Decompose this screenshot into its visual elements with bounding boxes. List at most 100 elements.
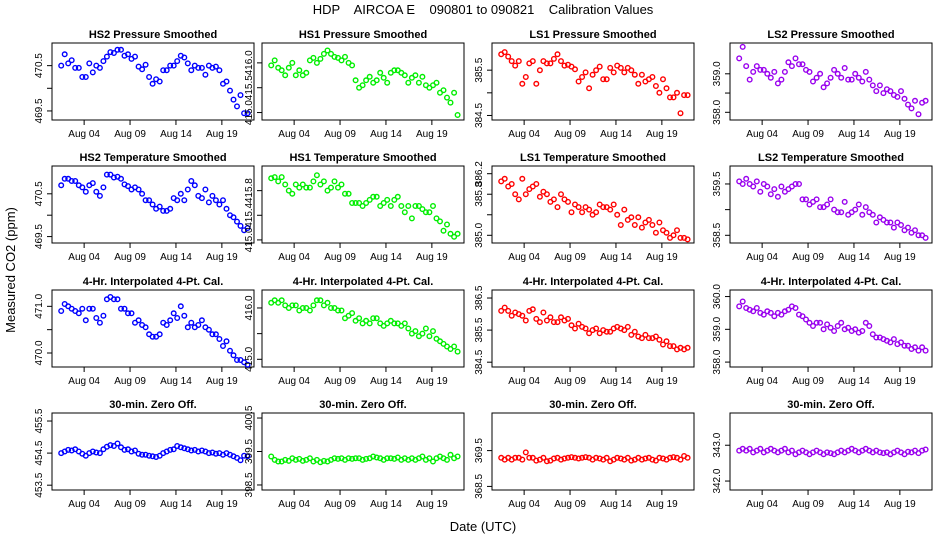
data-point — [642, 455, 649, 462]
y-tick-label: 386.5 — [474, 285, 485, 310]
data-point — [796, 61, 803, 68]
data-point — [419, 206, 426, 213]
data-point — [320, 50, 327, 57]
panel-title: 4-Hr. Interpolated 4-Pt. Cal. — [523, 276, 664, 288]
data-point — [96, 450, 103, 457]
data-point — [866, 323, 873, 330]
data-point — [554, 51, 561, 58]
data-point — [820, 84, 827, 91]
x-tick-label: Aug 19 — [206, 129, 238, 140]
data-point — [415, 202, 422, 209]
data-point — [331, 53, 338, 60]
data-point — [310, 302, 317, 309]
data-point — [603, 454, 610, 461]
data-point — [593, 454, 600, 461]
x-tick-label: Aug 04 — [746, 376, 778, 387]
panel-title: 30-min. Zero Off. — [549, 399, 636, 411]
data-point — [282, 72, 289, 79]
data-point — [223, 205, 230, 212]
data-point — [550, 55, 557, 62]
data-point — [876, 82, 883, 89]
data-point — [447, 451, 454, 458]
data-point — [887, 339, 894, 346]
data-point — [317, 55, 324, 62]
data-point — [771, 186, 778, 193]
data-point — [799, 61, 806, 68]
data-point — [195, 322, 202, 329]
data-point — [72, 177, 79, 184]
data-point — [117, 305, 124, 312]
data-point — [430, 328, 437, 335]
data-point — [617, 455, 624, 462]
data-point — [827, 74, 834, 81]
data-point — [86, 305, 93, 312]
data-point — [753, 305, 760, 312]
data-point — [306, 184, 313, 191]
data-point — [526, 454, 533, 461]
data-point — [912, 227, 919, 234]
data-point — [684, 92, 691, 99]
y-tick-label: 343.0 — [712, 432, 723, 457]
panel-p12: LS1 Temperature Smoothed Aug 04 Aug 09 Aug … — [474, 152, 695, 263]
data-point — [131, 53, 138, 60]
data-point — [79, 73, 86, 80]
data-point — [610, 201, 617, 208]
data-point — [451, 89, 458, 96]
data-point — [188, 177, 195, 184]
data-point — [767, 309, 774, 316]
data-point — [237, 92, 244, 99]
data-point — [275, 458, 282, 465]
data-point — [156, 78, 163, 85]
data-point — [575, 320, 582, 327]
plot-frame — [729, 165, 933, 244]
data-point — [743, 175, 750, 182]
data-point — [338, 307, 345, 314]
data-point — [550, 455, 557, 462]
y-tick-label: 453.5 — [34, 472, 45, 497]
data-point — [866, 76, 873, 83]
data-point — [391, 320, 398, 327]
panel-title: 30-min. Zero Off. — [109, 399, 196, 411]
y-tick-label: 415.5 — [244, 75, 255, 100]
plot-frame — [51, 165, 255, 244]
data-point — [880, 90, 887, 97]
data-point — [163, 67, 170, 74]
data-point — [922, 97, 929, 104]
data-point — [110, 174, 117, 181]
x-tick-label: Aug 04 — [508, 499, 540, 510]
x-tick-label: Aug 19 — [416, 376, 448, 387]
data-point — [282, 456, 289, 463]
data-point — [824, 449, 831, 456]
data-point — [296, 67, 303, 74]
data-point — [419, 453, 426, 460]
data-point — [803, 316, 810, 323]
data-point — [501, 304, 508, 311]
data-point — [792, 180, 799, 187]
plot-frame — [491, 412, 695, 491]
x-tick-label: Aug 09 — [114, 499, 146, 510]
data-point — [631, 221, 638, 228]
data-point — [289, 59, 296, 66]
x-tick-label: Aug 04 — [508, 129, 540, 140]
data-point — [862, 68, 869, 75]
data-point — [65, 60, 72, 67]
data-point — [540, 309, 547, 316]
y-tick-label: 415.8 — [244, 178, 255, 203]
data-point — [652, 229, 659, 236]
data-point — [565, 198, 572, 205]
data-point — [638, 335, 645, 342]
data-point — [767, 74, 774, 81]
data-point — [873, 88, 880, 95]
data-point — [65, 446, 72, 453]
data-point — [303, 69, 310, 76]
data-point — [408, 215, 415, 222]
data-point — [739, 298, 746, 305]
data-point — [739, 180, 746, 187]
data-point — [444, 221, 451, 228]
data-point — [670, 232, 677, 239]
y-tick-label: 470.0 — [34, 340, 45, 365]
x-tick-label: Aug 14 — [160, 252, 192, 263]
data-point — [398, 202, 405, 209]
data-point — [146, 452, 153, 459]
data-point — [121, 446, 128, 453]
